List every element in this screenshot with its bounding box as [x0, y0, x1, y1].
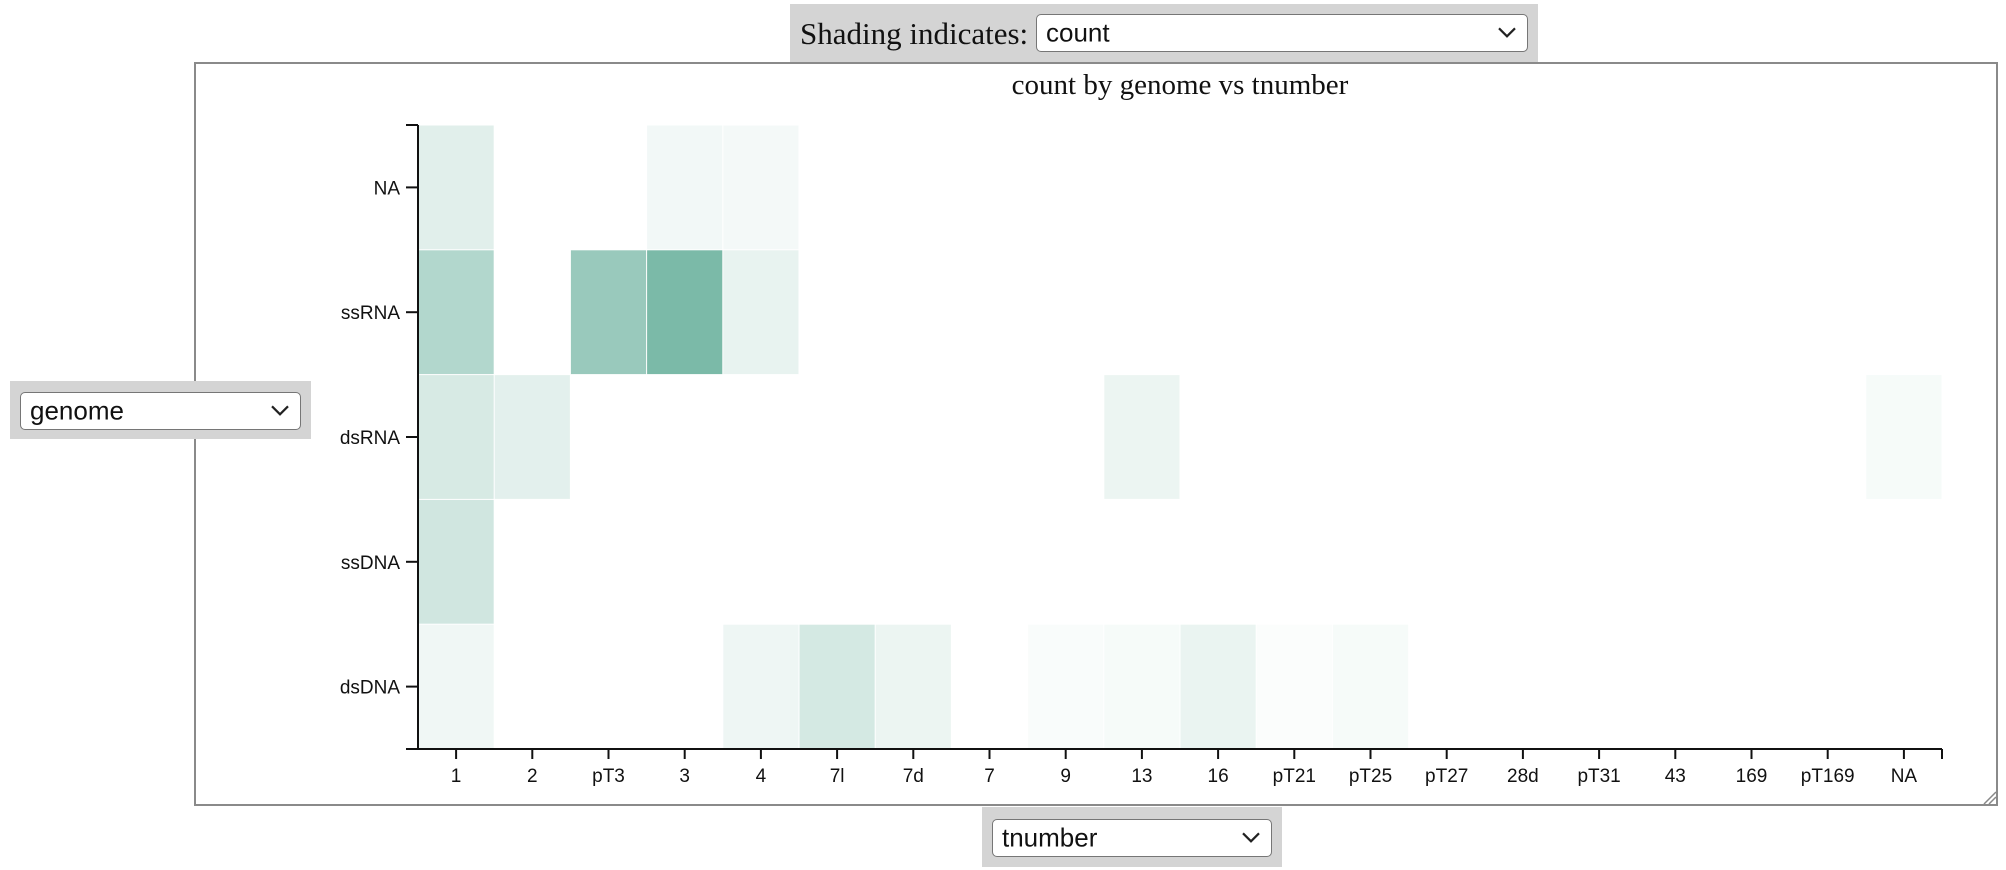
heatmap-cell-dsDNA-pT25[interactable] — [1332, 624, 1409, 749]
heatmap-cell-dsDNA-7d[interactable] — [875, 624, 951, 749]
x-tick-label: 1 — [451, 766, 462, 787]
x-tick-label: pT25 — [1349, 766, 1392, 787]
resize-handle-icon[interactable] — [1983, 791, 1997, 805]
shading-select-value: count — [1046, 17, 1110, 48]
shading-label: Shading indicates: — [800, 16, 1029, 51]
x-tick-label: 7l — [830, 766, 845, 787]
y-axis-select-value: genome — [30, 395, 124, 426]
x-tick-label: 3 — [679, 766, 690, 787]
heatmap-cell-dsDNA-4[interactable] — [723, 624, 799, 749]
heatmap-cells — [418, 125, 1942, 749]
heatmap-cell-dsDNA-16[interactable] — [1180, 624, 1256, 749]
x-tick-label: pT3 — [592, 766, 625, 787]
x-tick-label: 16 — [1208, 766, 1229, 787]
y-tick-label: ssDNA — [341, 553, 400, 574]
x-axis-control: tnumber — [982, 807, 1282, 867]
x-tick-label: 169 — [1736, 766, 1768, 787]
heatmap-cell-ssDNA-1[interactable] — [418, 499, 494, 624]
x-tick-label: 7 — [984, 766, 995, 787]
chart-title: count by genome vs tnumber — [1012, 69, 1349, 101]
heatmap-cell-dsRNA-13[interactable] — [1104, 375, 1180, 499]
heatmap-cell-ssRNA-1[interactable] — [418, 250, 494, 375]
x-axis-select-value: tnumber — [1002, 822, 1098, 853]
y-axis-control: genome — [10, 381, 311, 439]
y-tick-label: dsDNA — [340, 678, 401, 699]
heatmap-cell-NA-1[interactable] — [418, 125, 494, 250]
y-tick-label: ssRNA — [341, 303, 400, 324]
heatmap-cell-dsRNA-1[interactable] — [418, 375, 494, 499]
heatmap-cell-ssRNA-pT3[interactable] — [570, 250, 647, 375]
y-tick-label: dsRNA — [340, 428, 401, 449]
x-tick-label: NA — [1891, 766, 1918, 787]
chevron-down-icon — [1242, 832, 1260, 843]
x-tick-label: 9 — [1060, 766, 1071, 787]
x-tick-label: 43 — [1665, 766, 1686, 787]
heatmap-cell-dsDNA-7l[interactable] — [799, 624, 875, 749]
heatmap-cell-dsRNA-2[interactable] — [494, 375, 570, 499]
shading-control: Shading indicates: count — [790, 4, 1538, 62]
x-tick-label: 4 — [756, 766, 767, 787]
heatmap-cell-dsDNA-9[interactable] — [1028, 624, 1104, 749]
heatmap-cell-ssRNA-3[interactable] — [647, 250, 723, 375]
heatmap-cell-dsDNA-13[interactable] — [1104, 624, 1180, 749]
x-tick-label: 7d — [903, 766, 924, 787]
y-axis-select[interactable]: genome — [20, 392, 301, 430]
x-tick-label: 28d — [1507, 766, 1539, 787]
x-tick-label: pT27 — [1425, 766, 1468, 787]
x-tick-label: pT31 — [1577, 766, 1620, 787]
heatmap-cell-ssRNA-4[interactable] — [723, 250, 799, 375]
heatmap-cell-dsDNA-1[interactable] — [418, 624, 494, 749]
chart-axes: NA ssRNA dsRNA ssDNA dsDNA 1 2 pT3 3 4 7l 7d 7 9 13 16 p… — [340, 124, 1943, 787]
shading-select[interactable]: count — [1036, 14, 1528, 52]
chevron-down-icon — [271, 405, 289, 416]
x-tick-label: 13 — [1131, 766, 1152, 787]
x-tick-label: pT169 — [1801, 766, 1855, 787]
x-tick-label: pT21 — [1273, 766, 1316, 787]
heatmap-cell-dsDNA-pT21[interactable] — [1256, 624, 1332, 749]
x-tick-label: 2 — [527, 766, 538, 787]
heatmap-cell-NA-4[interactable] — [723, 125, 799, 250]
heatmap-cell-dsRNA-NA[interactable] — [1866, 375, 1942, 499]
heatmap-cell-NA-3[interactable] — [647, 125, 723, 250]
x-axis-select[interactable]: tnumber — [992, 819, 1272, 857]
y-tick-label: NA — [374, 178, 401, 199]
chevron-down-icon — [1498, 27, 1516, 38]
